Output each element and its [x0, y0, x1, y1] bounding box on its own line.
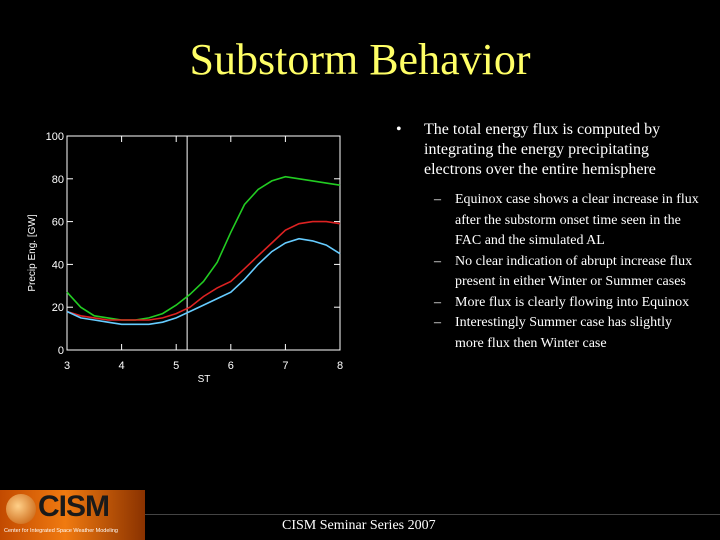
- main-bullet: • The total energy flux is computed by i…: [392, 120, 702, 180]
- main-bullet-text: The total energy flux is computed by int…: [424, 121, 661, 178]
- cism-logo: CISM Center for Integrated Space Weather…: [0, 490, 145, 540]
- logo-emblem-icon: [6, 494, 36, 524]
- dash-icon: –: [434, 253, 441, 269]
- y-tick-label: 80: [52, 174, 64, 186]
- series-line: [66, 237, 341, 326]
- plot-frame: [66, 135, 341, 351]
- dash-icon: –: [434, 192, 441, 207]
- footer-divider: [145, 514, 720, 515]
- y-tick-label: 60: [52, 217, 64, 229]
- x-tick-label: 4: [119, 360, 125, 372]
- sub-bullet: – Interestingly Summer case has slightly…: [424, 313, 702, 354]
- sub-bullet-text: No clear indication of abrupt increase f…: [455, 253, 693, 290]
- x-tick-label: 8: [337, 360, 343, 372]
- series-line: [66, 220, 341, 321]
- logo-tagline: Center for Integrated Space Weather Mode…: [4, 528, 118, 534]
- slide-title: Substorm Behavior: [189, 35, 531, 84]
- x-tick-label: 5: [173, 360, 179, 372]
- y-tick-label: 20: [52, 302, 64, 314]
- dash-icon: –: [434, 294, 441, 310]
- sub-bullet: – No clear indication of abrupt increase…: [424, 252, 702, 293]
- y-tick-label: 100: [46, 131, 64, 143]
- sub-bullet-text: More flux is clearly flowing into Equino…: [455, 294, 690, 310]
- x-axis-label: ST: [198, 374, 211, 385]
- bullet-dot-icon: •: [396, 121, 402, 138]
- x-tick-label: 6: [228, 360, 234, 372]
- logo-name: CISM: [38, 490, 110, 523]
- bullet-list: • The total energy flux is computed by i…: [392, 120, 702, 354]
- sub-bullet: – More flux is clearly flowing into Equi…: [424, 293, 702, 314]
- footer-text: CISM Seminar Series 2007: [282, 518, 436, 533]
- y-tick-label: 0: [58, 345, 64, 357]
- x-tick-label: 3: [64, 360, 70, 372]
- sub-bullet-text: Interestingly Summer case has slightly m…: [455, 315, 672, 351]
- y-tick-label: 40: [52, 259, 64, 271]
- series-line: [66, 175, 341, 321]
- y-axis-label: Precip Eng. [GW]: [27, 214, 38, 291]
- sub-bullet: – Equinox case shows a clear increase in…: [424, 190, 702, 252]
- sub-bullet-list: – Equinox case shows a clear increase in…: [392, 190, 702, 354]
- x-tick-label: 7: [282, 360, 288, 372]
- dash-icon: –: [434, 315, 441, 330]
- sub-bullet-text: Equinox case shows a clear increase in f…: [455, 192, 699, 248]
